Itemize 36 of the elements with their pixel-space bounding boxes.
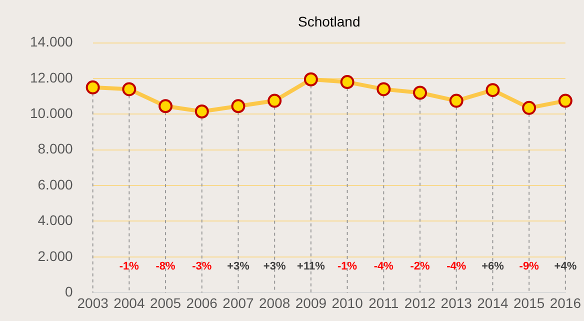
- annotation: -9%: [519, 260, 540, 273]
- y-tick-label: 12.000: [30, 69, 74, 86]
- annotation: -3%: [192, 260, 212, 273]
- annotation: +6%: [482, 260, 504, 273]
- x-tick-label: 2007: [222, 294, 254, 311]
- annotation: -1%: [119, 260, 140, 273]
- x-tick-label: 2015: [513, 294, 545, 311]
- annotation: +3%: [227, 260, 250, 273]
- y-tick-label: 8.000: [38, 140, 74, 157]
- annotation: -8%: [156, 260, 176, 273]
- x-tick-label: 2005: [150, 294, 182, 311]
- annotation: +11%: [297, 260, 326, 273]
- x-tick-label: 2006: [186, 294, 218, 311]
- annotation: +3%: [263, 260, 286, 273]
- annotation: -4%: [446, 260, 466, 273]
- y-tick-label: 2.000: [38, 248, 74, 264]
- y-tick-label: 4.000: [38, 212, 74, 228]
- x-tick-label: 2010: [332, 294, 364, 311]
- y-tick-label: 6.000: [38, 176, 74, 192]
- annotation: -1%: [338, 260, 358, 273]
- chart-title: Schotland: [298, 13, 360, 30]
- y-tick-label: 10.000: [30, 105, 74, 122]
- x-tick-label: 2011: [368, 294, 399, 311]
- y-tick-label: 0: [65, 283, 74, 300]
- x-tick-label: 2004: [114, 294, 145, 311]
- annotation: -2%: [410, 260, 430, 273]
- annotation: -4%: [374, 260, 394, 273]
- x-tick-label: 2009: [295, 294, 327, 311]
- y-tick-label: 14.000: [30, 34, 74, 50]
- x-tick-label: 2016: [550, 294, 582, 311]
- x-tick-label: 2003: [77, 294, 109, 311]
- x-tick-label: 2008: [259, 294, 290, 311]
- annotation: +4%: [554, 260, 577, 273]
- x-tick-label: 2012: [404, 294, 436, 311]
- x-tick-label: 2014: [477, 294, 508, 311]
- x-tick-label: 2013: [440, 294, 472, 311]
